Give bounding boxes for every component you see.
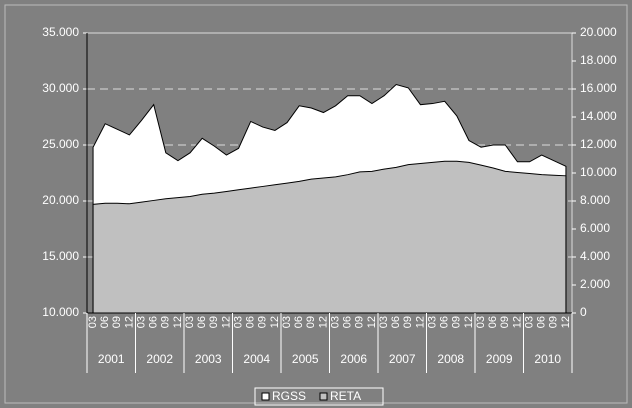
legend-label: RETA [330,389,361,403]
area [92,160,567,314]
y2-tick-label: 4.000 [580,249,610,263]
x-tick-label: 09 [160,316,172,328]
x-tick-label: 06 [536,316,548,328]
x-tick-label: 03 [184,316,196,328]
x-tick-label: 12 [269,316,281,328]
x-tick-label: 03 [426,316,438,328]
x-tick-label: 06 [487,316,499,328]
y2-tick-label: 20.000 [580,25,617,39]
x-tick-label: 06 [342,316,354,328]
x-tick-label: 09 [548,316,560,328]
x-tick-label: 03 [87,316,99,328]
x-group-label: 2006 [340,352,367,366]
x-tick-label: 09 [208,316,220,328]
y2-tick-label: 18.000 [580,53,617,67]
x-tick-label: 09 [451,316,463,328]
legend-label: RGSS [272,389,306,403]
x-tick-label: 12 [511,316,523,328]
x-tick-label: 03 [281,316,293,328]
y2-tick-label: 2.000 [580,277,610,291]
y-tick-label: 20.000 [42,193,79,207]
x-tick-label: 06 [439,316,451,328]
y2-tick-label: 14.000 [580,109,617,123]
x-group-label: 2001 [98,352,125,366]
x-tick-label: 09 [354,316,366,328]
legend: RGSS RETA [254,387,384,406]
x-group-label: 2002 [146,352,173,366]
x-tick-label: 09 [402,316,414,328]
y2-tick-label: 0 [580,305,587,319]
x-group-label: 2005 [292,352,319,366]
x-tick-label: 06 [148,316,160,328]
x-tick-label: 06 [245,316,257,328]
x-tick-label: 06 [293,316,305,328]
y2-tick-label: 16.000 [580,81,617,95]
x-tick-label: 12 [463,316,475,328]
x-tick-label: 03 [329,316,341,328]
x-tick-label: 06 [196,316,208,328]
x-group-label: 2003 [195,352,222,366]
legend-box [254,387,384,406]
x-tick-label: 03 [378,316,390,328]
legend-swatch [319,392,328,401]
x-tick-label: 12 [317,316,329,328]
y2-tick-label: 6.000 [580,221,610,235]
x-tick-label: 09 [499,316,511,328]
chart-border [4,4,628,404]
y2-tick-label: 8.000 [580,193,610,207]
x-group-label: 2007 [389,352,416,366]
x-tick-label: 12 [366,316,378,328]
x-group-label: 2004 [243,352,270,366]
x-tick-label: 06 [99,316,111,328]
x-group-label: 2008 [437,352,464,366]
x-tick-label: 03 [232,316,244,328]
x-group-label: 2009 [486,352,513,366]
x-tick-label: 03 [475,316,487,328]
y2-tick-label: 10.000 [580,165,617,179]
x-tick-label: 03 [523,316,535,328]
y-tick-label: 25.000 [42,137,79,151]
x-tick-label: 03 [135,316,147,328]
x-tick-label: 09 [111,316,123,328]
legend-swatch [261,392,270,401]
x-tick-label: 06 [390,316,402,328]
x-group-label: 2010 [534,352,561,366]
y2-tick-label: 12.000 [580,137,617,151]
y-tick-label: 15.000 [42,249,79,263]
y-tick-label: 35.000 [42,25,79,39]
x-tick-label: 09 [257,316,269,328]
y-tick-label: 30.000 [42,81,79,95]
x-tick-label: 12 [172,316,184,328]
x-tick-label: 12 [123,316,135,328]
x-tick-label: 09 [305,316,317,328]
x-tick-label: 12 [414,316,426,328]
x-tick-label: 12 [560,316,572,328]
x-tick-label: 12 [220,316,232,328]
y-tick-label: 10.000 [42,305,79,319]
